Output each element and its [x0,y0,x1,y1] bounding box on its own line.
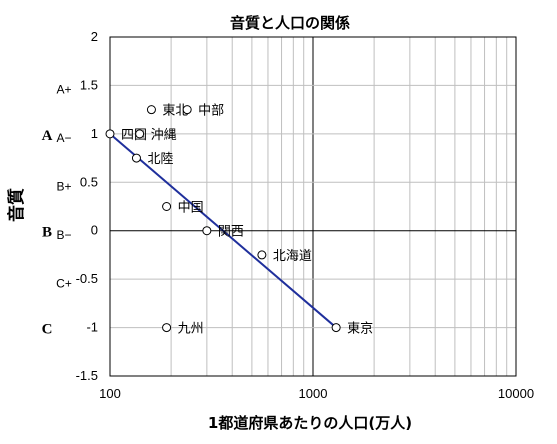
data-point [202,226,212,236]
data-point [182,105,192,115]
y-tick-label: -0.5 [76,271,98,286]
y-tick-label: 1.5 [80,77,98,92]
data-point-label: 中国 [178,201,204,216]
data-point-label: 東京 [347,321,373,337]
data-point-label: 北海道 [273,249,312,264]
data-point [105,129,115,139]
data-point-label: 東北 [162,103,188,119]
data-point-label: 北陸 [147,151,173,167]
y-axis-label: 音質 [6,188,27,222]
grade-label: C+ [56,276,72,290]
y-tick-label: -1 [86,320,98,335]
data-point [131,153,141,163]
grade-label: A [42,128,53,144]
grid [109,36,517,377]
plot-area [109,36,517,377]
grade-label: B− [56,228,71,242]
trendline [109,133,337,329]
grade-labels: A+ A A− B+ B B− C+ C [42,83,72,338]
data-point-label: 中部 [198,104,224,119]
tick-labels: -1.5 -1 -0.5 0 0.5 1 1.5 2 100 1000 10000 [76,29,534,401]
y-tick-label: 2 [91,29,98,44]
x-axis-label: 1都道府県あたりの人口(万人) [208,414,412,432]
data-point [162,202,172,211]
x-tick-label: 1000 [299,386,328,401]
grade-label: B+ [56,180,71,194]
y-tick-label: 0 [91,223,98,238]
data-point-label: 九州 [178,322,204,337]
x-tick-label: 100 [99,386,121,401]
data-point [162,323,172,333]
data-point [257,250,267,260]
data-point-label: 沖縄 [151,128,177,143]
grade-label: A− [56,131,71,145]
x-tick-label: 10000 [498,386,534,401]
data-point-label: 関西 [218,225,244,240]
data-point [331,323,341,333]
y-tick-label: -1.5 [76,368,98,383]
data-point [146,105,156,115]
grade-label: C [42,322,53,338]
data-point [135,129,145,139]
y-tick-label: 1 [91,126,98,141]
grade-label: B [42,225,52,241]
y-tick-label: 0.5 [80,174,98,189]
chart-title: 音質と人口の関係 [230,14,350,32]
grade-label: A+ [56,83,71,97]
